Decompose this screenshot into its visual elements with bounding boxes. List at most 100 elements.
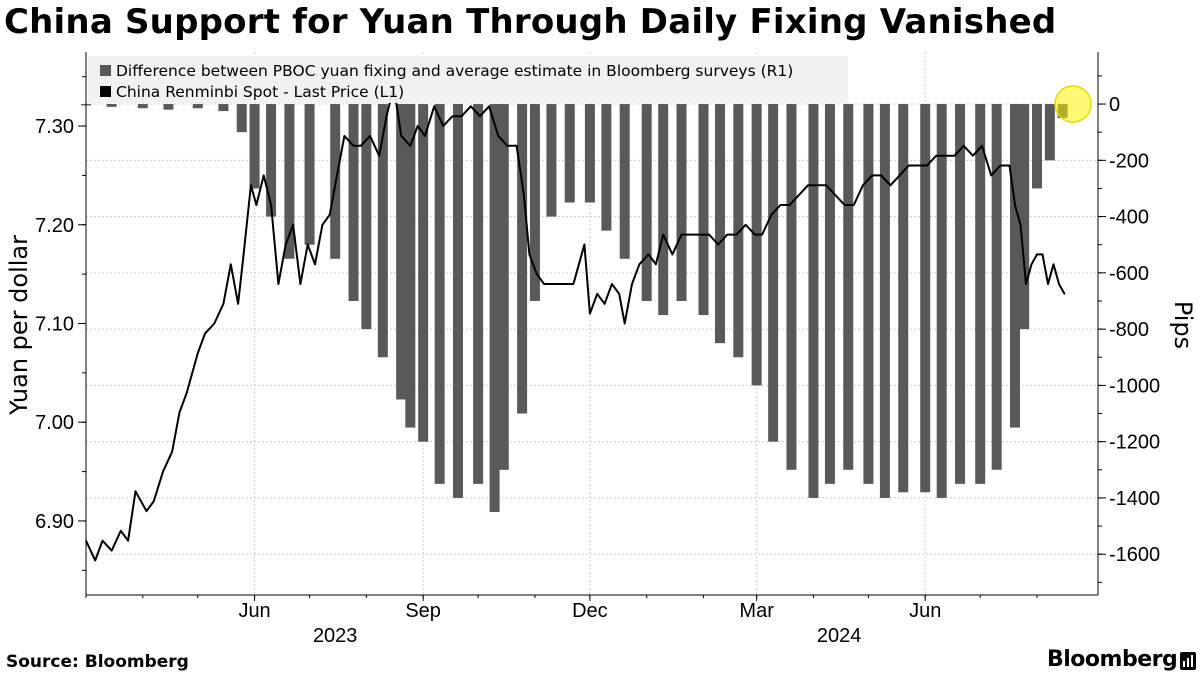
line-point bbox=[378, 154, 380, 157]
bar bbox=[619, 104, 630, 259]
line-point bbox=[944, 154, 947, 157]
bar bbox=[641, 104, 652, 301]
line-point bbox=[788, 204, 791, 206]
line-point bbox=[255, 204, 258, 206]
line-point bbox=[284, 243, 287, 246]
line-point bbox=[110, 549, 113, 552]
left-axis-tick-label: 7.10 bbox=[35, 314, 74, 336]
line-point bbox=[292, 223, 294, 226]
bar bbox=[284, 104, 295, 259]
bar bbox=[304, 104, 315, 245]
x-axis-tick-label: Sep bbox=[405, 600, 441, 622]
line-point bbox=[557, 283, 560, 285]
bar bbox=[863, 104, 874, 484]
left-axis-title: Yuan per dollar bbox=[5, 235, 33, 416]
bloomberg-logo: Bloomberg bbox=[1047, 647, 1178, 672]
right-axis-tick-label: -1200 bbox=[1109, 432, 1160, 454]
line-point bbox=[744, 223, 747, 226]
axes: 7.30 7.20 7.10 7.00 6.90 0 -200 -400 -600 -800 -10… bbox=[35, 52, 1160, 647]
right-axis-tick-label: -400 bbox=[1109, 207, 1149, 229]
line-point bbox=[515, 144, 518, 147]
line-point bbox=[889, 184, 892, 187]
line-point bbox=[689, 233, 692, 236]
line-point bbox=[1047, 283, 1049, 285]
line-point bbox=[611, 283, 613, 285]
line-point bbox=[907, 164, 910, 167]
line-point bbox=[1041, 253, 1044, 256]
line-point bbox=[460, 115, 463, 117]
bar bbox=[377, 104, 388, 358]
line-point bbox=[726, 233, 729, 236]
line-point bbox=[162, 470, 164, 473]
line-point bbox=[451, 115, 454, 117]
bar bbox=[936, 104, 947, 498]
left-axis-tick-label: 7.20 bbox=[35, 215, 74, 237]
legend-swatch-bars bbox=[100, 65, 111, 76]
bar bbox=[473, 104, 484, 484]
line-point bbox=[926, 164, 928, 167]
line-point bbox=[862, 184, 864, 187]
line-point bbox=[990, 174, 992, 177]
bar bbox=[137, 104, 148, 109]
right-axis-tick-label: 0 bbox=[1109, 94, 1120, 116]
line-point bbox=[488, 105, 490, 108]
line-point bbox=[680, 233, 683, 236]
line-point bbox=[1025, 283, 1027, 285]
bar bbox=[361, 104, 372, 330]
line-point bbox=[638, 263, 641, 266]
line-point bbox=[204, 332, 206, 335]
line-point bbox=[662, 233, 664, 236]
line-point bbox=[343, 135, 346, 137]
line-point bbox=[242, 253, 245, 256]
line-point bbox=[1030, 263, 1033, 266]
line-point bbox=[972, 154, 974, 157]
line-point bbox=[306, 243, 309, 246]
line-point bbox=[528, 253, 531, 256]
line-point bbox=[1014, 204, 1016, 206]
legend-swatch-line bbox=[100, 86, 111, 97]
bar bbox=[517, 104, 528, 414]
line-point bbox=[120, 530, 122, 532]
bar bbox=[920, 104, 931, 493]
right-axis-tick-label: -1000 bbox=[1109, 375, 1160, 397]
line-point bbox=[1008, 164, 1011, 167]
line-point bbox=[583, 243, 586, 246]
bar bbox=[1019, 104, 1030, 330]
bar bbox=[434, 104, 445, 484]
bar bbox=[218, 104, 229, 112]
bar bbox=[768, 104, 779, 442]
line-point bbox=[442, 125, 445, 127]
line-point bbox=[314, 263, 316, 266]
line-point bbox=[229, 263, 232, 266]
line-point bbox=[797, 194, 800, 196]
line-point bbox=[880, 174, 883, 177]
line-point bbox=[999, 164, 1002, 167]
right-axis-tick-label: -800 bbox=[1109, 319, 1149, 341]
line-point bbox=[94, 559, 96, 562]
line-point bbox=[981, 144, 983, 147]
bar bbox=[733, 104, 744, 358]
line-point bbox=[213, 322, 216, 325]
line-point bbox=[277, 283, 280, 285]
bar bbox=[396, 104, 407, 400]
line-point bbox=[1019, 223, 1022, 226]
line-point bbox=[101, 539, 104, 542]
bar bbox=[698, 104, 709, 316]
line-point bbox=[400, 135, 402, 137]
line-point bbox=[596, 293, 599, 295]
source-note: Source: Bloomberg bbox=[6, 652, 189, 672]
line-point bbox=[631, 283, 633, 285]
bar bbox=[991, 104, 1002, 470]
x-axis-year-label: 2024 bbox=[817, 625, 862, 647]
line-point bbox=[409, 144, 412, 147]
bar bbox=[266, 104, 277, 217]
bar bbox=[348, 104, 359, 301]
bar bbox=[584, 104, 595, 203]
line-point bbox=[935, 154, 938, 157]
bar bbox=[1044, 104, 1055, 161]
bar bbox=[546, 104, 557, 217]
line-point bbox=[816, 184, 818, 187]
line-point bbox=[497, 135, 500, 137]
line-point bbox=[603, 302, 606, 305]
legend-background bbox=[88, 56, 848, 103]
